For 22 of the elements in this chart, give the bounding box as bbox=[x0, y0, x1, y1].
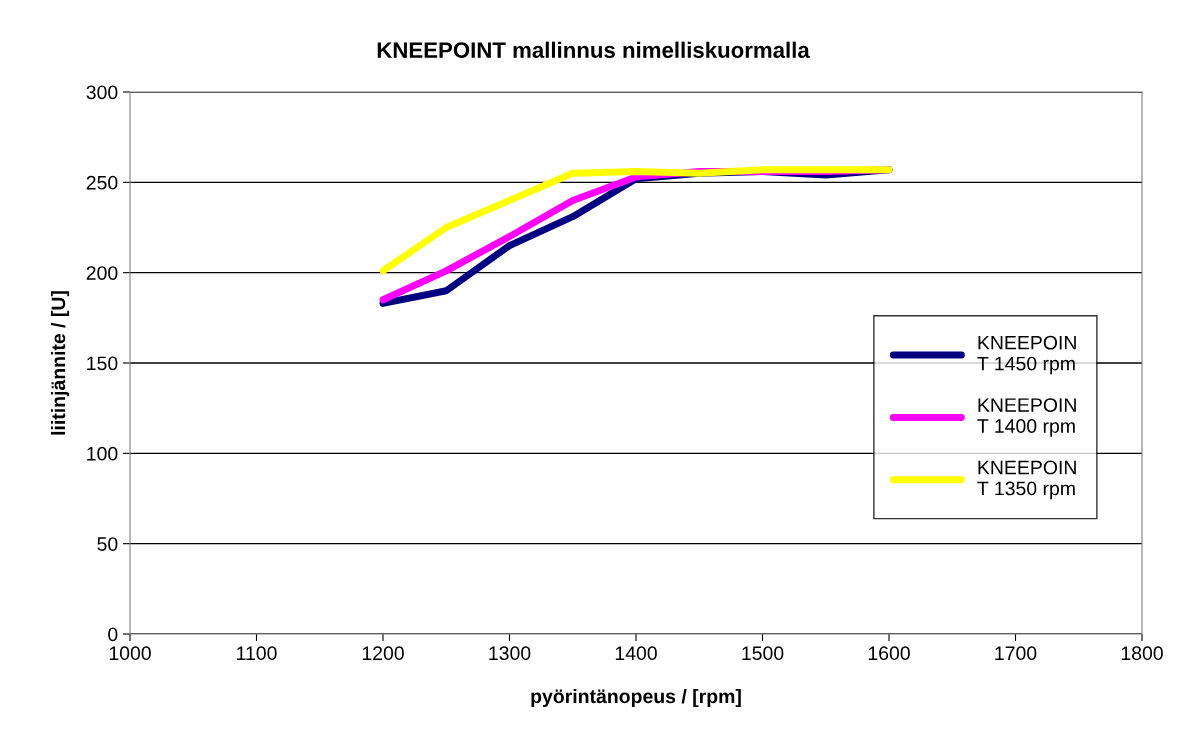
y-tick-label: 200 bbox=[86, 266, 118, 280]
y-tick-label: 100 bbox=[87, 446, 118, 461]
legend-label: KNEEPOIN T 1450 rpm bbox=[977, 335, 1076, 375]
x-axis-title: pyörintänopeus / [rpm] bbox=[531, 688, 741, 708]
y-tick-label: 150 bbox=[87, 356, 118, 371]
chart-title: KNEEPOINT mallinnus nimelliskuormalla bbox=[377, 41, 810, 58]
y-tick-label: 300 bbox=[86, 85, 118, 100]
x-tick-label: 1700 bbox=[995, 646, 1037, 661]
x-tick-label: 1300 bbox=[489, 646, 531, 661]
x-tick-label: 1500 bbox=[742, 646, 784, 661]
legend-label: KNEEPOIN T 1350 rpm bbox=[977, 460, 1076, 500]
y-tick-label: 0 bbox=[108, 627, 118, 642]
x-tick-label: 1600 bbox=[868, 646, 910, 661]
y-tick-label: 50 bbox=[97, 537, 118, 551]
x-tick-label: 1400 bbox=[615, 646, 657, 661]
y-tick-label: 250 bbox=[86, 175, 118, 190]
x-tick-label: 1100 bbox=[237, 646, 277, 661]
legend-label: KNEEPOIN T 1400 rpm bbox=[977, 398, 1076, 437]
y-axis-title: liitinjännite / [U] bbox=[50, 291, 70, 435]
x-tick-label: 1200 bbox=[362, 646, 404, 661]
x-tick-label: 1000 bbox=[109, 646, 151, 661]
x-tick-label: 1800 bbox=[1121, 646, 1163, 661]
